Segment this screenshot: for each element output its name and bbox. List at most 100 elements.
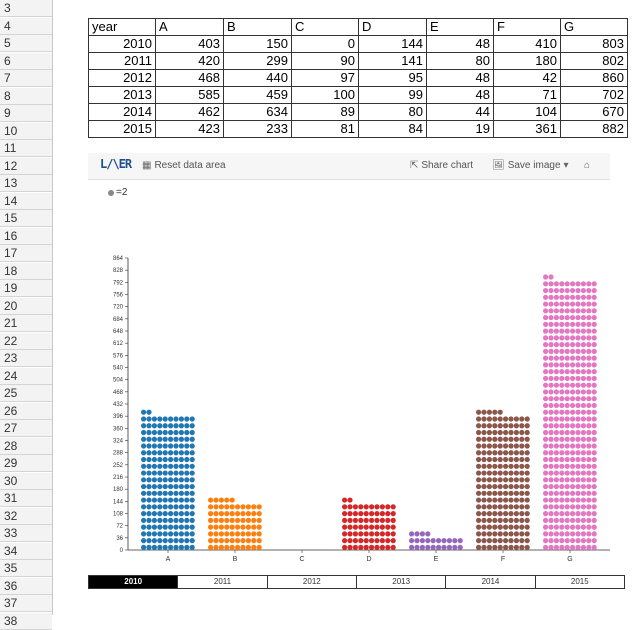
table-cell[interactable]: 459	[223, 86, 292, 104]
table-cell[interactable]: 99	[358, 86, 427, 104]
table-cell[interactable]: 104	[493, 103, 561, 121]
table-cell[interactable]: 299	[223, 52, 292, 70]
table-cell[interactable]: 48	[426, 69, 494, 87]
timeline-year-2015[interactable]: 2015	[534, 576, 624, 588]
row-number[interactable]: 19	[0, 280, 52, 297]
row-number[interactable]: 9	[0, 105, 52, 122]
reset-data-area-button[interactable]: ▦ Reset data area	[142, 160, 226, 171]
table-cell[interactable]: 80	[426, 52, 494, 70]
row-number[interactable]: 21	[0, 315, 52, 332]
table-cell[interactable]: 2012	[88, 69, 156, 87]
row-number[interactable]: 25	[0, 385, 52, 402]
table-cell[interactable]: 2014	[88, 103, 156, 121]
row-number[interactable]: 31	[0, 490, 52, 507]
table-cell[interactable]: 410	[493, 35, 561, 53]
timeline-year-2012[interactable]: 2012	[266, 576, 356, 588]
row-number[interactable]: 22	[0, 332, 52, 350]
row-number[interactable]: 24	[0, 367, 52, 385]
table-cell[interactable]: 100	[291, 86, 359, 104]
table-cell[interactable]: 97	[291, 69, 359, 87]
table-cell[interactable]: 803	[560, 35, 628, 53]
table-cell[interactable]: 81	[291, 120, 359, 138]
row-number[interactable]: 27	[0, 420, 52, 437]
table-cell[interactable]: 71	[493, 86, 561, 104]
row-number[interactable]: 6	[0, 52, 52, 70]
share-chart-button[interactable]: ⇱ Share chart	[410, 160, 473, 171]
table-cell[interactable]: 180	[493, 52, 561, 70]
table-header-cell[interactable]: E	[426, 18, 494, 36]
table-cell[interactable]: 89	[291, 103, 359, 121]
table-header-cell[interactable]: year	[88, 18, 156, 36]
table-cell[interactable]: 585	[155, 86, 224, 104]
row-number[interactable]: 35	[0, 560, 52, 577]
table-header-cell[interactable]: B	[223, 18, 292, 36]
table-cell[interactable]: 48	[426, 35, 494, 53]
row-number[interactable]: 13	[0, 175, 52, 192]
table-cell[interactable]: 670	[560, 103, 628, 121]
row-number[interactable]: 32	[0, 507, 52, 525]
table-cell[interactable]: 150	[223, 35, 292, 53]
row-number[interactable]: 16	[0, 227, 52, 245]
table-cell[interactable]: 233	[223, 120, 292, 138]
row-number[interactable]: 34	[0, 542, 52, 560]
table-cell[interactable]: 423	[155, 120, 224, 138]
table-cell[interactable]: 634	[223, 103, 292, 121]
table-cell[interactable]: 2011	[88, 52, 156, 70]
table-cell[interactable]: 361	[493, 120, 561, 138]
table-cell[interactable]: 42	[493, 69, 561, 87]
row-number[interactable]: 5	[0, 35, 52, 52]
row-number[interactable]: 26	[0, 402, 52, 420]
table-cell[interactable]: 95	[358, 69, 427, 87]
table-cell[interactable]: 882	[560, 120, 628, 138]
row-number[interactable]: 15	[0, 210, 52, 227]
table-header-cell[interactable]: G	[560, 18, 628, 36]
row-number[interactable]: 33	[0, 525, 52, 542]
table-cell[interactable]: 420	[155, 52, 224, 70]
row-number[interactable]: 28	[0, 437, 52, 455]
row-number[interactable]: 4	[0, 17, 52, 35]
table-header-cell[interactable]: A	[155, 18, 224, 36]
table-cell[interactable]: 144	[358, 35, 427, 53]
row-number[interactable]: 20	[0, 297, 52, 315]
app-logo[interactable]: L/\ER	[100, 157, 132, 171]
home-button[interactable]: ⌂	[584, 160, 590, 171]
table-cell[interactable]: 0	[291, 35, 359, 53]
table-cell[interactable]: 2010	[88, 35, 156, 53]
row-number[interactable]: 8	[0, 87, 52, 105]
table-cell[interactable]: 48	[426, 86, 494, 104]
row-number[interactable]: 30	[0, 472, 52, 490]
row-number[interactable]: 12	[0, 157, 52, 175]
table-cell[interactable]: 403	[155, 35, 224, 53]
table-cell[interactable]: 44	[426, 103, 494, 121]
row-number[interactable]: 17	[0, 245, 52, 262]
table-cell[interactable]: 462	[155, 103, 224, 121]
row-number[interactable]: 36	[0, 577, 52, 595]
table-header-cell[interactable]: F	[493, 18, 561, 36]
table-header-cell[interactable]: C	[291, 18, 359, 36]
table-header-cell[interactable]: D	[358, 18, 427, 36]
table-cell[interactable]: 860	[560, 69, 628, 87]
row-number[interactable]: 29	[0, 455, 52, 472]
row-number[interactable]: 10	[0, 122, 52, 140]
table-cell[interactable]: 90	[291, 52, 359, 70]
table-cell[interactable]: 84	[358, 120, 427, 138]
row-number[interactable]: 3	[0, 0, 52, 17]
row-number[interactable]: 18	[0, 262, 52, 280]
table-cell[interactable]: 702	[560, 86, 628, 104]
row-number[interactable]: 38	[0, 612, 52, 630]
timeline-year-2011[interactable]: 2011	[177, 576, 267, 588]
table-cell[interactable]: 468	[155, 69, 224, 87]
row-number[interactable]: 23	[0, 350, 52, 367]
row-number[interactable]: 7	[0, 70, 52, 87]
table-cell[interactable]: 440	[223, 69, 292, 87]
table-cell[interactable]: 141	[358, 52, 427, 70]
row-number[interactable]: 14	[0, 192, 52, 210]
table-cell[interactable]: 802	[560, 52, 628, 70]
table-cell[interactable]: 80	[358, 103, 427, 121]
timeline-year-2013[interactable]: 2013	[355, 576, 446, 588]
table-cell[interactable]: 2015	[88, 120, 156, 138]
timeline-year-2010[interactable]: 2010	[89, 576, 178, 588]
timeline-year-2014[interactable]: 2014	[445, 576, 535, 588]
table-cell[interactable]: 2013	[88, 86, 156, 104]
row-number[interactable]: 11	[0, 140, 52, 157]
